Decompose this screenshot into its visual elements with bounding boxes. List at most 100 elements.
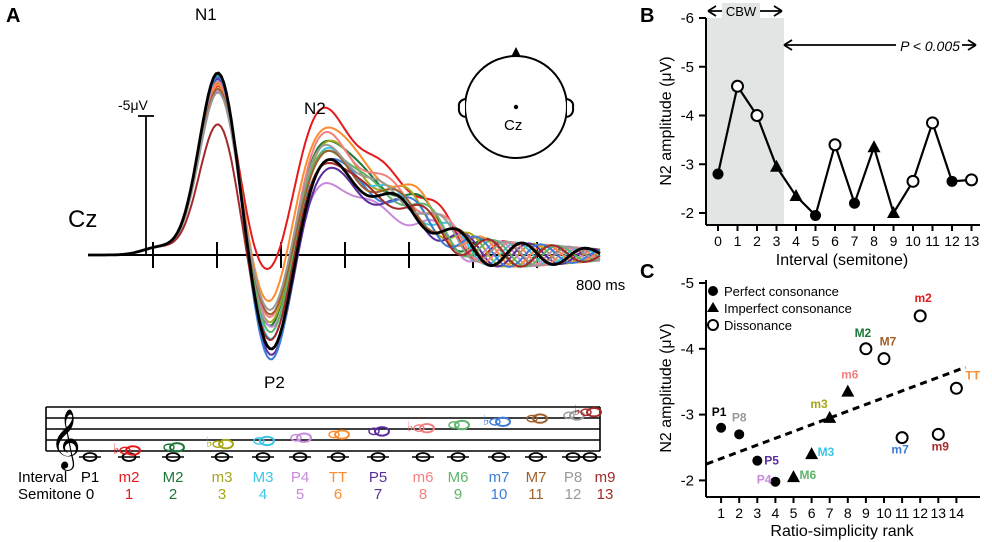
c-x-tick-label: 8 [844,505,852,521]
interval-row-label: Interval [18,469,67,486]
scale-bar-label: -5μV [118,97,149,113]
b-x-tick-label: 5 [812,233,820,249]
peak-label-p2: P2 [264,373,285,392]
legend-marker-dissonance [707,319,719,331]
interval-label: P1 [81,469,99,486]
panel-letter-b: B [640,5,654,27]
c-point-label: m9 [932,439,950,453]
semitone-label: 6 [334,486,342,503]
semitone-label: 9 [454,486,462,503]
c-point-label: M3 [818,445,835,459]
b-point [887,206,900,218]
c-x-tick-label: 4 [772,505,780,521]
note-upper-M2 [169,442,185,453]
note-upper-m3 [218,438,234,450]
b-point [750,109,764,122]
b-point [849,197,860,209]
interval-label: TT [329,469,347,486]
c-point-m7 [895,431,909,445]
b-point [828,138,842,152]
note-upper-TT [334,429,350,440]
c-x-tick-label: 10 [876,505,892,521]
interval-label: P8 [564,469,582,486]
c-x-tick-label: 9 [862,505,870,521]
c-point-P4 [770,476,781,487]
panel-c-ticks: -2-3-4-51 2 3 4 5 6 7 8 9 10 11 12 13 14 [681,275,965,521]
note-upper-m2 [125,445,141,456]
b-x-tick-label: 10 [905,233,921,249]
b-point [810,209,821,221]
c-y-tick-label: -5 [681,275,694,292]
note-upper-M6 [454,419,470,431]
c-point-M6 [787,470,800,483]
b-series-line [716,83,972,218]
c-y-tick-label: -2 [681,472,694,489]
legend-marker-imperfect [707,302,719,312]
flat-icon: ♭ [206,434,213,450]
c-point-label: P4 [757,473,772,487]
c-point-label: P1 [712,405,727,419]
c-point-M3 [805,447,819,460]
interval-label: m3 [212,469,233,486]
c-x-tick-label: 11 [895,505,910,521]
panel-c: C -2-3-4-51 2 3 4 5 6 7 8 9 10 11 12 13 14 Perfect co… [640,261,981,540]
note-upper-shadow-P4 [290,433,302,442]
c-point-M2 [859,342,873,356]
panel-c-x-label: Ratio-simplicity rank [770,523,914,540]
c-point-m9 [931,427,945,441]
semitone-label: 11 [528,486,544,503]
b-point [965,173,978,187]
legend-label-perfect: Perfect consonance [724,284,839,299]
staff-notes: ♭ ♭ ♭ ♭ ♭ [79,402,602,462]
c-x-tick-label: 3 [753,505,761,521]
c-point-label: M2 [855,326,872,340]
panel-letter-a: A [6,5,20,27]
panel-c-legend: Perfect consonance Imperfect consonance … [707,284,852,333]
semitone-label: 4 [259,486,267,503]
c-point-label: P8 [732,410,747,424]
c-point-P5 [752,455,763,466]
c-point-m6 [841,384,855,397]
c-x-tick-label: 7 [826,505,834,521]
music-staff: 𝄞 ♭ ♭ ♭ ♭ ♭ [45,402,602,471]
c-point-label: M6 [800,468,817,482]
b-x-tick-label: 13 [964,233,980,249]
semitone-label: 2 [169,486,177,503]
note-upper-shadow-M3 [253,437,265,445]
c-point-label: m7 [891,443,909,457]
flat-icon: ♭ [483,412,490,428]
b-point [906,174,920,188]
note-upper-P5 [374,426,390,437]
note-upper-shadow-M2 [163,443,175,452]
c-x-tick-label: 2 [735,505,743,521]
c-point-P1 [716,422,727,433]
electrode-label: Cz [68,206,97,233]
semitone-label: 1 [125,486,133,503]
c-point-label: m2 [915,291,933,305]
semitone-label: 5 [296,486,304,503]
interval-label: M2 [163,469,184,486]
head-diagram: Cz [457,47,575,159]
b-point [712,168,724,180]
interval-label: P5 [369,469,387,486]
b-x-tick-label: 6 [831,233,839,249]
c-x-tick-label: 14 [949,505,965,521]
b-y-tick-label: -2 [681,205,694,222]
b-x-tick-label: 2 [753,233,761,249]
note-upper-shadow-m3 [212,440,224,449]
panel-b-y-label: N2 amplitude (μV) [658,56,675,185]
legend-marker-perfect [708,286,718,296]
note-upper-m7 [495,416,511,427]
panel-b: B -2-3-4-5-60 1 2 3 4 5 6 7 8 9 10 11 12 13 CBW P < 0… [640,3,980,269]
c-point-label: M7 [880,335,897,349]
c-x-tick-label: 6 [808,505,816,521]
c-x-tick-label: 5 [790,505,798,521]
note-upper-M3 [259,435,275,447]
c-fit-line [706,365,966,466]
cbw-label: CBW [726,4,757,19]
panel-b-ticks: -2-3-4-5-60 1 2 3 4 5 6 7 8 9 10 11 12 13 [681,10,980,249]
note-upper-shadow-m2 [119,446,131,455]
note-upper-P4 [296,432,312,443]
